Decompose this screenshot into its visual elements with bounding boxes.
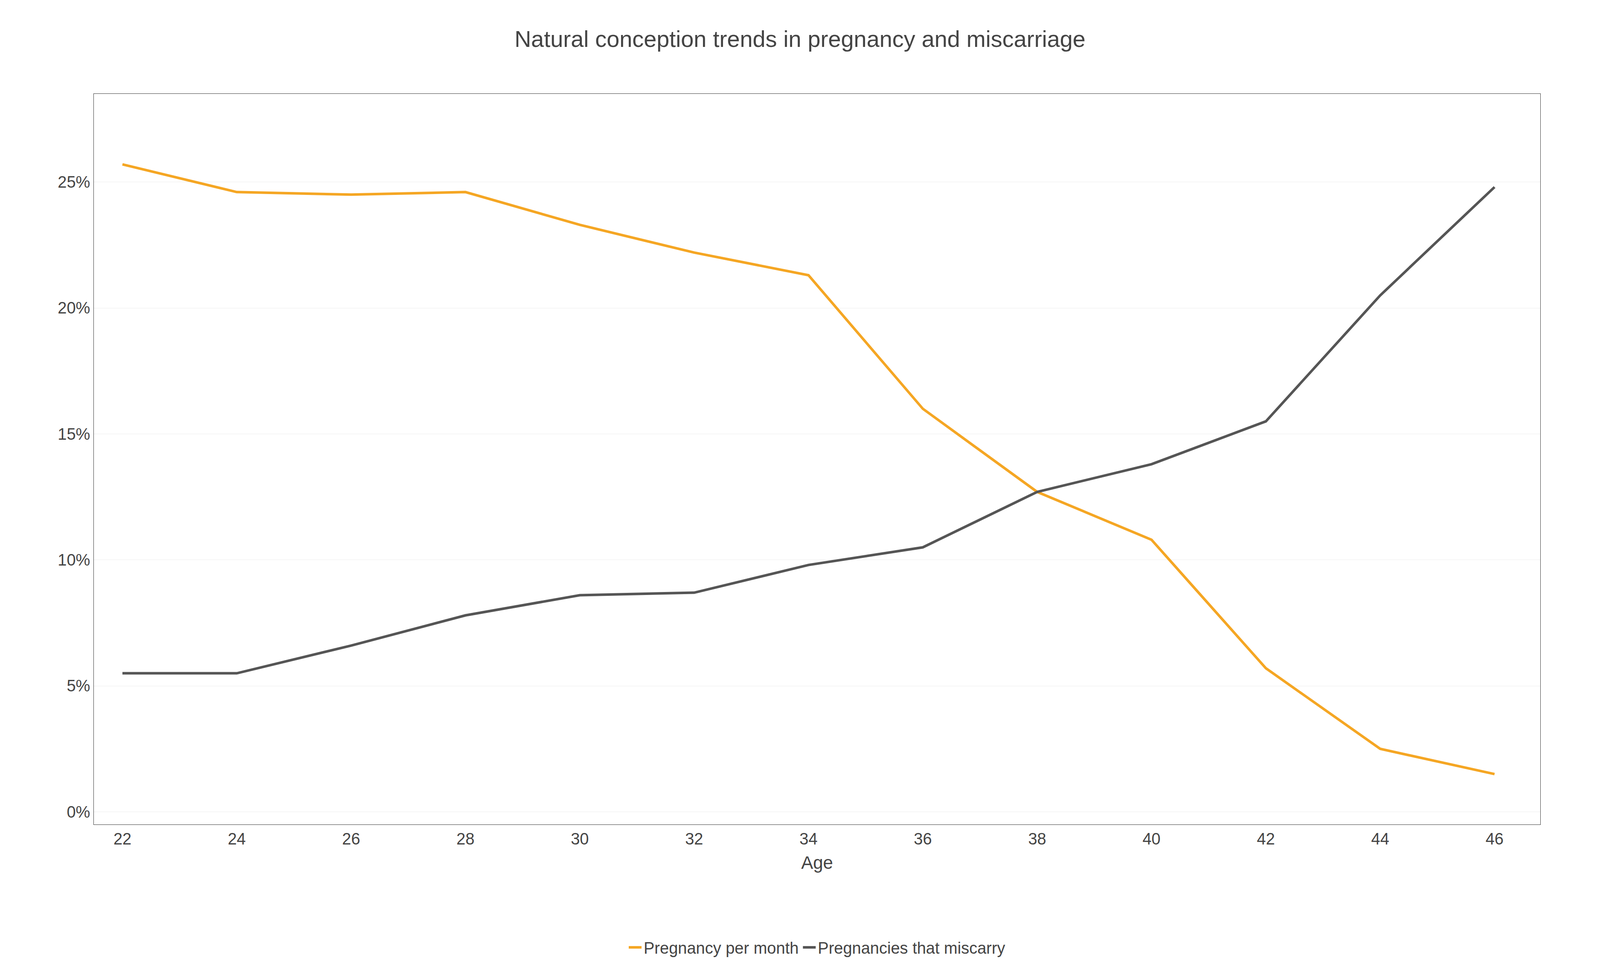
svg-text:25%: 25% [57, 173, 91, 192]
svg-text:5%: 5% [66, 676, 91, 695]
svg-text:22: 22 [113, 830, 132, 848]
svg-text:26: 26 [342, 830, 361, 848]
svg-text:42: 42 [1257, 830, 1275, 848]
svg-text:36: 36 [913, 830, 932, 848]
svg-text:15%: 15% [57, 425, 91, 444]
svg-text:10%: 10% [57, 551, 91, 570]
svg-text:24: 24 [227, 830, 246, 848]
svg-text:28: 28 [456, 830, 475, 848]
svg-text:44: 44 [1371, 830, 1390, 848]
svg-text:34: 34 [799, 830, 818, 848]
svg-text:20%: 20% [57, 299, 91, 317]
svg-text:Age: Age [801, 852, 834, 873]
svg-text:40: 40 [1142, 830, 1161, 848]
svg-text:30: 30 [570, 830, 589, 848]
svg-text:46: 46 [1485, 830, 1504, 848]
svg-text:0%: 0% [66, 803, 91, 822]
svg-text:Pregnancy per month: Pregnancy per month [643, 939, 799, 958]
svg-text:32: 32 [685, 830, 703, 848]
svg-text:38: 38 [1027, 830, 1046, 848]
svg-text:Pregnancies that miscarry: Pregnancies that miscarry [817, 939, 1005, 958]
svg-text:Natural conception trends in p: Natural conception trends in pregnancy a… [514, 26, 1086, 52]
